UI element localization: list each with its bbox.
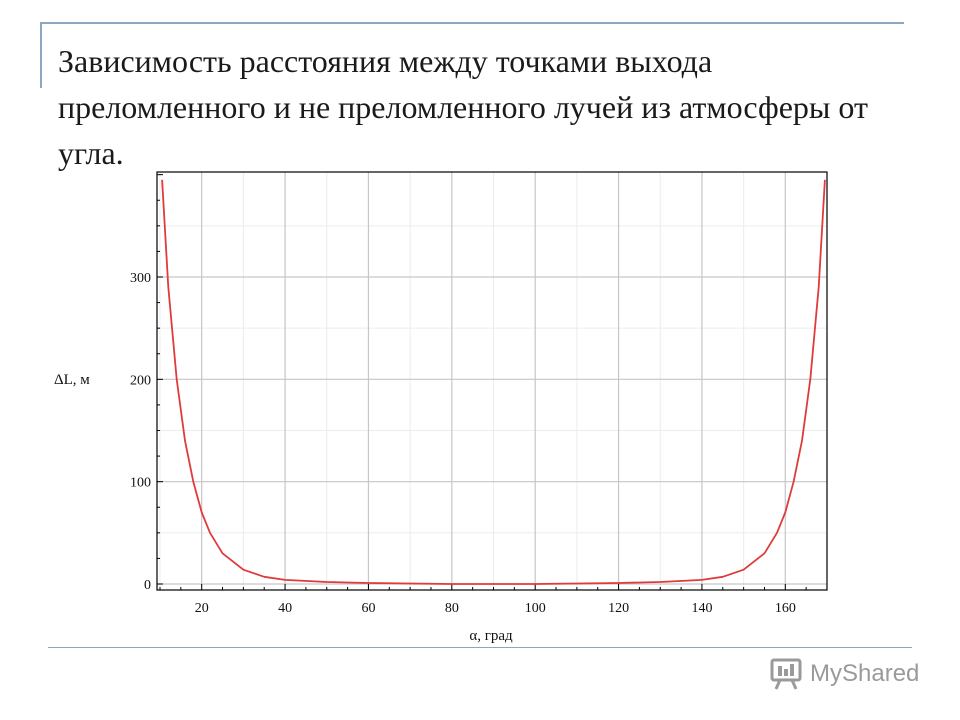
slide-title: Зависимость расстояния между точками вых… [58,43,868,171]
y-tick-label: 100 [130,476,151,491]
slide-top-accent-line [40,22,904,24]
series-line [161,179,826,585]
y-axis-label: ΔL, м [54,372,90,388]
x-tick-label: 140 [691,601,712,616]
slide-bottom-accent-line [48,647,912,648]
y-tick-label: 0 [144,578,151,593]
x-tick-label: 40 [278,601,292,616]
plot-frame [156,171,828,591]
watermark-text: MyShared [810,660,920,687]
presentation-board-icon [770,658,802,690]
x-tick-label: 20 [195,601,209,616]
x-tick-label: 80 [445,601,459,616]
x-tick-label: 120 [608,601,629,616]
minor-grid [157,172,828,590]
y-axis-ticks: 0 100 200 300 [130,174,163,593]
watermark: MyShared [768,656,919,692]
x-tick-label: 60 [361,601,375,616]
y-tick-label: 300 [130,271,151,286]
x-axis-ticks: 20 40 60 80 100 120 140 160 [159,584,828,616]
slide-left-accent-line [40,22,42,88]
x-axis-label: α, град [469,628,513,644]
major-grid [157,172,827,590]
y-tick-label: 200 [130,373,151,388]
x-tick-label: 100 [525,601,546,616]
x-tick-label: 160 [775,601,796,616]
